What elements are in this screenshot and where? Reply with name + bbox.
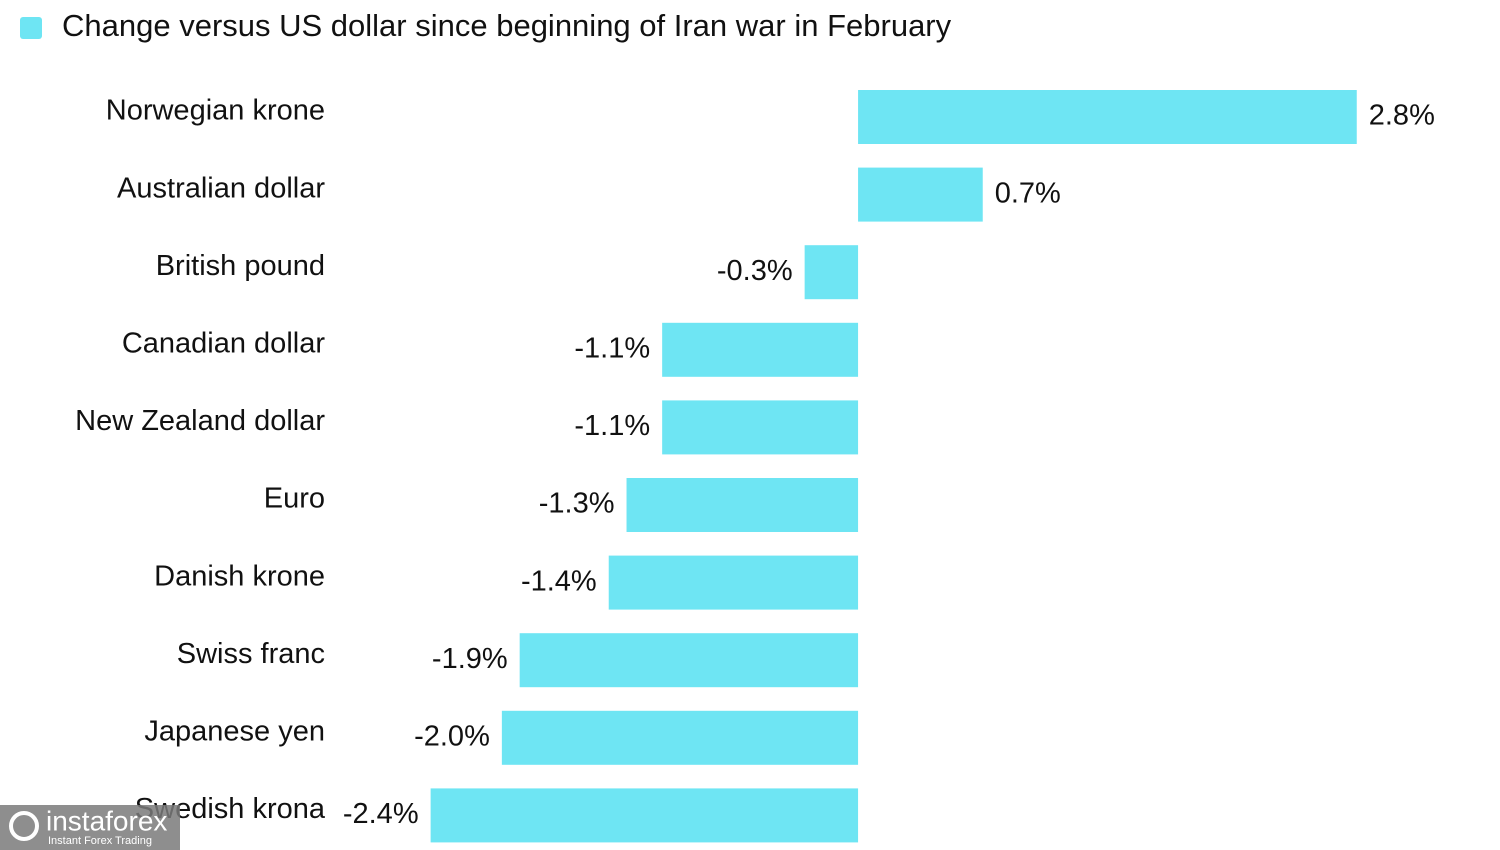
category-label: Australian dollar bbox=[117, 172, 325, 204]
category-label: New Zealand dollar bbox=[75, 405, 325, 437]
category-label: Norwegian krone bbox=[106, 95, 325, 127]
watermark-tagline: Instant Forex Trading bbox=[48, 835, 152, 847]
value-label: -1.1% bbox=[574, 332, 650, 364]
value-label: -1.1% bbox=[574, 410, 650, 442]
watermark-brand: instaforex bbox=[46, 805, 167, 836]
watermark-icon bbox=[9, 811, 39, 841]
bar bbox=[626, 478, 859, 532]
legend-swatch bbox=[20, 17, 42, 39]
category-label: Canadian dollar bbox=[122, 327, 325, 359]
legend-label: Change versus US dollar since beginning … bbox=[62, 8, 952, 43]
value-label: -1.3% bbox=[539, 488, 615, 520]
value-label: 2.8% bbox=[1369, 100, 1435, 132]
category-label: Danish krone bbox=[154, 560, 325, 592]
category-label: Swiss franc bbox=[177, 638, 325, 670]
value-label: -2.4% bbox=[343, 798, 419, 830]
bar bbox=[858, 167, 983, 222]
bar bbox=[858, 90, 1357, 144]
bar bbox=[519, 633, 859, 688]
value-label: 0.7% bbox=[995, 177, 1061, 209]
category-label: Japanese yen bbox=[144, 715, 325, 747]
bar bbox=[804, 245, 859, 300]
value-label: -1.9% bbox=[432, 643, 508, 675]
value-label: -1.4% bbox=[521, 565, 597, 597]
bar bbox=[662, 322, 859, 377]
category-label: British pound bbox=[156, 250, 325, 282]
bar bbox=[430, 788, 859, 843]
bar bbox=[662, 400, 859, 455]
category-label: Euro bbox=[264, 483, 325, 515]
value-label: -2.0% bbox=[414, 720, 490, 752]
value-label: -0.3% bbox=[717, 255, 793, 287]
watermark: instaforex Instant Forex Trading bbox=[0, 805, 180, 850]
bar bbox=[501, 710, 859, 765]
bar bbox=[608, 555, 859, 610]
